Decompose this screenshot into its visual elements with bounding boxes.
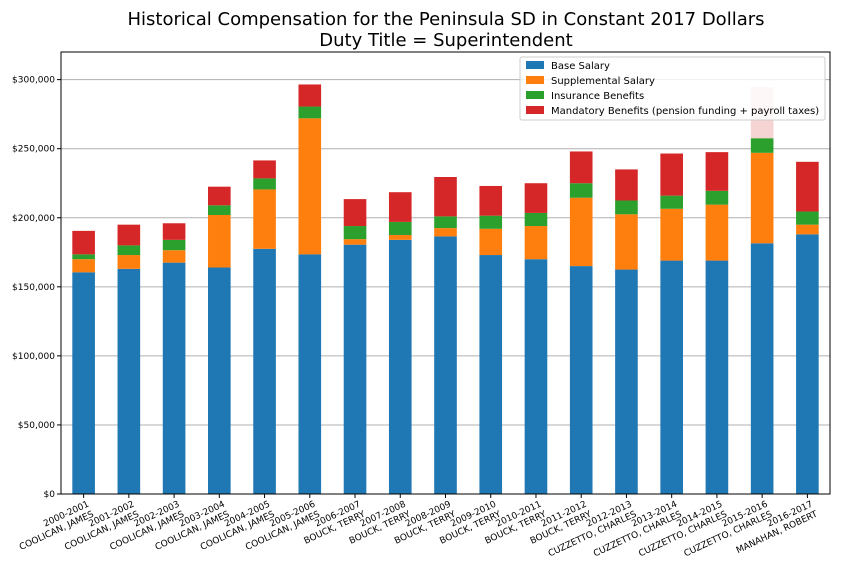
- bar-segment: [796, 224, 819, 235]
- legend-label: Base Salary: [551, 61, 610, 72]
- y-axis: $0 $50,000 $100,000 $150,000 $200,000 $250,00…: [12, 76, 61, 500]
- bar-segment: [253, 160, 276, 179]
- bar-segment: [660, 208, 683, 261]
- bar-segment: [524, 183, 548, 213]
- bar-segment: [705, 260, 729, 494]
- bar-segment: [750, 243, 774, 494]
- bar-segment: [434, 216, 457, 229]
- y-tick-label: $150,000: [12, 283, 55, 293]
- bar-segment: [615, 269, 638, 494]
- bars: [72, 84, 819, 494]
- bar-segment: [162, 250, 186, 263]
- bar-segment: [298, 106, 322, 119]
- y-tick-label: $200,000: [12, 214, 55, 224]
- bar-segment: [162, 262, 186, 494]
- bar-segment: [343, 244, 367, 494]
- bar-segment: [434, 236, 457, 494]
- bar-segment: [117, 268, 141, 494]
- bar-segment: [388, 239, 412, 494]
- bar-segment: [72, 254, 95, 260]
- bar-segment: [479, 215, 503, 229]
- y-tick-label: $300,000: [12, 76, 55, 86]
- bar-segment: [72, 230, 95, 255]
- bar-segment: [253, 248, 276, 494]
- chart-subtitle: Duty Title = Superintendent: [319, 30, 572, 51]
- legend-swatch: [526, 76, 544, 84]
- bar-segment: [569, 266, 593, 494]
- bar-segment: [117, 224, 141, 246]
- bar-segment: [796, 161, 819, 212]
- bar-segment: [434, 228, 457, 237]
- y-tick-label: $100,000: [12, 352, 55, 362]
- bar-segment: [705, 190, 729, 205]
- bar-segment: [796, 211, 819, 225]
- x-axis: 2000-2001COOLICAN, JAMES2001-2002COOLICA…: [18, 494, 820, 559]
- bar-segment: [253, 189, 276, 249]
- bar-segment: [208, 186, 231, 206]
- bar-segment: [479, 185, 503, 216]
- bar-segment: [343, 199, 367, 227]
- bar-segment: [208, 205, 231, 215]
- y-tick-label: $0: [44, 490, 56, 500]
- bar-segment: [298, 118, 322, 255]
- bar-segment: [569, 151, 593, 184]
- bar-segment: [117, 245, 141, 256]
- bar-segment: [524, 212, 548, 227]
- bar-segment: [72, 272, 95, 494]
- bar-segment: [253, 178, 276, 190]
- legend-label: Mandatory Benefits (pension funding + pa…: [551, 106, 819, 117]
- legend-swatch: [526, 91, 544, 99]
- y-tick-label: $50,000: [18, 421, 55, 431]
- legend-swatch: [526, 61, 544, 69]
- bar-segment: [388, 192, 412, 222]
- bar-segment: [208, 267, 231, 494]
- bar-segment: [750, 152, 774, 244]
- bar-segment: [705, 204, 729, 261]
- bar-segment: [162, 239, 186, 251]
- bar-segment: [298, 84, 322, 107]
- bar-segment: [569, 183, 593, 198]
- bar-segment: [479, 255, 503, 494]
- bar-segment: [615, 214, 638, 270]
- bar-segment: [72, 259, 95, 273]
- bar-segment: [343, 226, 367, 240]
- bar-segment: [524, 259, 548, 494]
- bar-segment: [615, 169, 638, 201]
- bar-segment: [298, 254, 322, 494]
- bar-segment: [615, 200, 638, 215]
- legend-label: Insurance Benefits: [551, 91, 644, 102]
- bar-segment: [660, 260, 683, 494]
- chart-title: Historical Compensation for the Peninsul…: [127, 9, 764, 30]
- bar-segment: [343, 239, 367, 245]
- bar-segment: [705, 152, 729, 191]
- bar-segment: [660, 195, 683, 209]
- bar-segment: [569, 197, 593, 267]
- bar-segment: [388, 221, 412, 236]
- bar-segment: [479, 228, 503, 256]
- bar-segment: [117, 255, 141, 269]
- bar-segment: [208, 214, 231, 268]
- legend: Base Salary Supplemental Salary Insurance …: [519, 56, 826, 121]
- bar-segment: [524, 226, 548, 260]
- bar-segment: [660, 153, 683, 196]
- y-tick-label: $250,000: [12, 145, 55, 155]
- bar-segment: [434, 177, 457, 217]
- bar-segment: [388, 235, 412, 240]
- legend-box: [519, 56, 826, 121]
- legend-swatch: [526, 106, 544, 114]
- legend-label: Supplemental Salary: [551, 76, 655, 87]
- bar-segment: [796, 234, 819, 494]
- bar-segment: [162, 223, 186, 240]
- bar-segment: [750, 138, 774, 153]
